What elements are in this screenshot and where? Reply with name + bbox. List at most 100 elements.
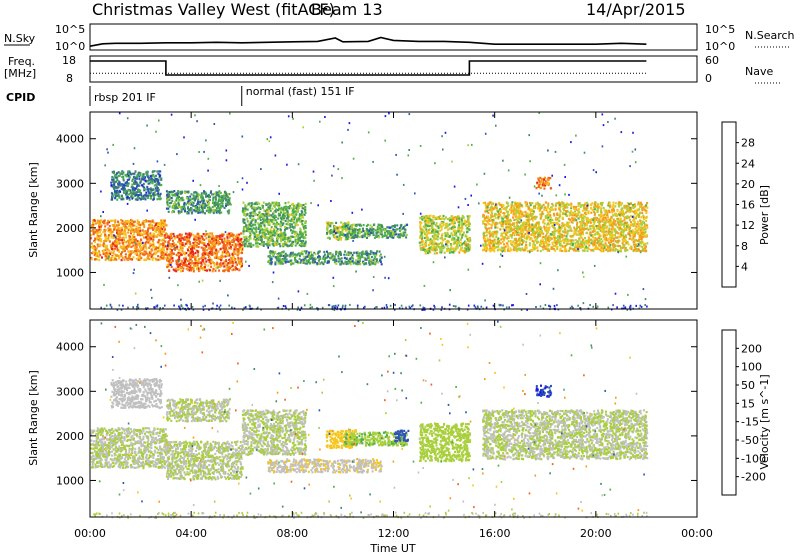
echo-cell	[159, 192, 162, 195]
echo-cell	[612, 218, 615, 221]
echo-cell	[292, 221, 295, 224]
echo-cell	[269, 260, 272, 263]
echo-cell	[400, 234, 403, 237]
echo-cell	[119, 190, 122, 193]
echo-cell	[468, 228, 471, 231]
echo-cell	[560, 240, 563, 243]
echo-cell	[551, 243, 554, 246]
echo-cell	[299, 227, 302, 230]
echo-cell	[116, 240, 119, 243]
echo-cell	[363, 230, 366, 233]
echo-cell	[323, 253, 326, 256]
echo-cell	[203, 202, 206, 205]
echo-cell	[245, 237, 248, 240]
echo-cell	[172, 242, 175, 245]
echo-cell	[367, 232, 369, 235]
echo-cell	[357, 231, 359, 234]
echo-cell	[184, 261, 187, 264]
echo-cell	[238, 233, 241, 236]
echo-cell	[170, 190, 173, 193]
echo-cell	[194, 206, 197, 209]
echo-cell	[142, 176, 144, 179]
echo-cell	[109, 219, 112, 222]
echo-cell	[304, 208, 307, 211]
echo-cell	[97, 231, 100, 234]
echo-cell	[142, 222, 145, 225]
echo-cell	[217, 193, 219, 197]
echo-cell	[302, 213, 304, 216]
echo-cell	[152, 174, 155, 177]
echo-cell	[317, 250, 320, 253]
echo-cell	[457, 236, 460, 239]
echo-cell	[247, 220, 250, 223]
echo-cell	[304, 206, 307, 209]
echo-cell	[294, 244, 297, 247]
echo-cell	[122, 236, 125, 239]
echo-cell	[300, 242, 303, 245]
echo-cell	[433, 248, 436, 251]
echo-cell	[349, 259, 352, 262]
echo-cell	[389, 235, 392, 238]
echo-cell	[256, 242, 259, 245]
echo-cell	[341, 227, 344, 230]
echo-cell	[255, 234, 258, 237]
echo-cell	[267, 231, 270, 234]
echo-cell	[207, 207, 209, 210]
echo-cell	[94, 258, 97, 261]
echo-cell	[302, 226, 305, 229]
echo-cell	[126, 220, 129, 223]
echo-cell	[158, 243, 161, 246]
echo-cell	[331, 253, 334, 256]
echo-cell	[189, 250, 192, 253]
echo-cell	[438, 245, 440, 249]
echo-cell	[240, 238, 242, 241]
echo-cell	[436, 238, 439, 241]
echo-cell	[133, 241, 136, 244]
echo-cell	[224, 196, 227, 199]
echo-cell	[341, 229, 344, 232]
echo-cell	[230, 261, 233, 265]
echo-cell	[295, 239, 298, 243]
echo-cell	[260, 231, 263, 234]
echo-cell	[195, 244, 198, 247]
echo-cell	[195, 242, 198, 245]
echo-cell	[238, 238, 241, 241]
echo-cell	[559, 242, 562, 245]
echo-cell	[452, 230, 455, 233]
echo-cell	[151, 182, 154, 185]
echo-cell	[197, 201, 199, 204]
echo-cell	[277, 202, 280, 205]
echo-cell	[134, 229, 137, 232]
echo-cell	[428, 220, 431, 223]
echo-cell	[123, 238, 125, 242]
echo-cell	[175, 192, 178, 195]
echo-cell	[132, 196, 135, 199]
echo-cell	[295, 222, 298, 225]
echo-cell	[464, 224, 467, 227]
echo-cell	[489, 216, 492, 219]
echo-cell	[149, 187, 152, 190]
echo-cell	[448, 219, 451, 222]
echo-cell	[344, 223, 347, 226]
echo-cell	[252, 227, 255, 230]
echo-cell	[189, 243, 192, 246]
echo-cell	[326, 223, 329, 226]
echo-cell	[114, 240, 117, 243]
echo-cell	[484, 245, 487, 248]
echo-cell	[138, 189, 140, 192]
echo-cell	[455, 234, 458, 237]
echo-cell	[175, 267, 178, 270]
echo-cell	[111, 171, 114, 174]
echo-cell	[424, 232, 426, 235]
echo-cell	[458, 226, 461, 229]
echo-cell	[291, 232, 294, 235]
echo-cell	[448, 227, 451, 230]
echo-cell	[309, 257, 312, 260]
echo-cell	[98, 250, 101, 253]
echo-cell	[133, 182, 136, 185]
echo-cell	[434, 216, 437, 219]
echo-cell	[124, 233, 127, 236]
echo-cell	[225, 268, 228, 271]
echo-cell	[136, 174, 139, 177]
echo-cell	[194, 240, 197, 243]
